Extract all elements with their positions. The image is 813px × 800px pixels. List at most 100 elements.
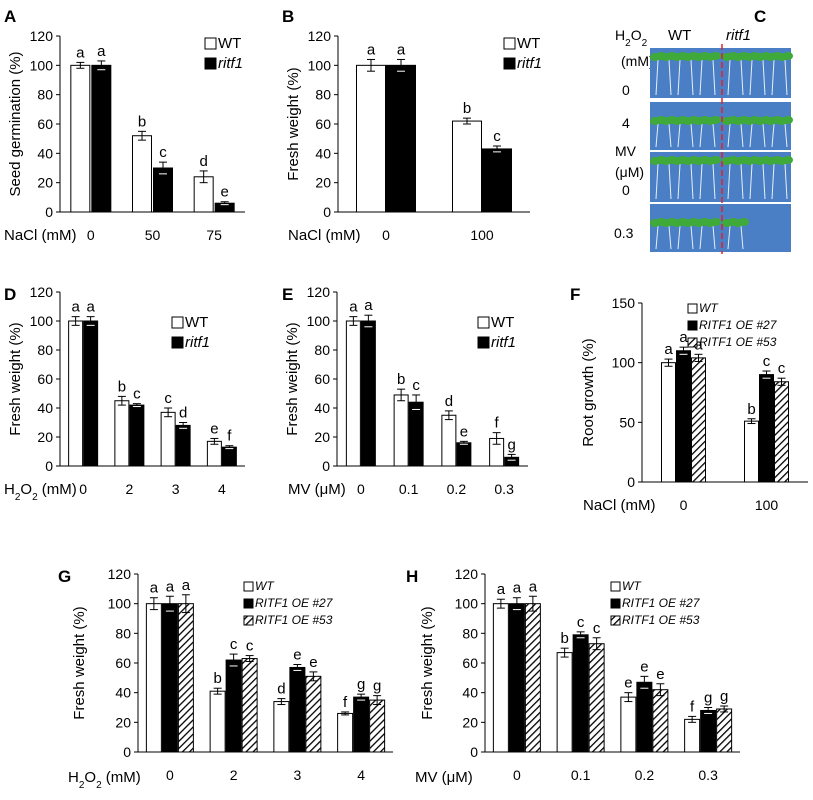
bar <box>360 320 376 467</box>
legend: WT ritf1 <box>204 35 243 72</box>
y-tick-label: 20 <box>462 714 478 730</box>
seedling-root <box>771 59 775 96</box>
seedling-root <box>699 225 703 250</box>
y-tick-label: 0 <box>470 744 478 760</box>
seedling-root <box>740 225 744 250</box>
x-label-part: (mM) <box>38 481 77 498</box>
significance-letter: a <box>367 41 376 58</box>
y-tick-label: 0 <box>45 204 53 220</box>
x-tick-label: 3 <box>293 767 301 783</box>
label-sub-2b: 2 <box>642 38 648 49</box>
significance-letter: g <box>720 688 728 705</box>
seedling-root <box>677 163 681 200</box>
significance-letter: a <box>664 341 673 358</box>
y-tick-label: 120 <box>308 28 332 44</box>
x-tick-label: 100 <box>755 497 779 513</box>
y-tick-label: 60 <box>462 655 478 671</box>
significance-letter: b <box>560 630 568 647</box>
bar <box>759 374 774 483</box>
significance-letter: e <box>309 654 317 671</box>
bar <box>206 440 222 467</box>
y-axis-label: Fresh weight (%) <box>285 67 302 180</box>
y-tick-label: 100 <box>308 57 332 73</box>
bar <box>305 675 322 753</box>
x-tick-label: 3 <box>172 481 180 497</box>
bar <box>209 690 226 753</box>
panel-letter: D <box>4 285 16 304</box>
seedling-root <box>699 163 703 200</box>
significance-letter: c <box>412 377 420 394</box>
legend-swatch <box>610 598 621 609</box>
bar <box>91 64 112 213</box>
photo-level-h2o2-0: 0 <box>622 82 630 98</box>
legend-swatch <box>243 581 254 592</box>
legend-label: WT <box>622 579 642 593</box>
y-tick-label: 60 <box>315 116 331 132</box>
significance-letter: a <box>364 297 373 314</box>
significance-letter: b <box>138 113 146 130</box>
x-label-part: O <box>20 481 32 498</box>
significance-letter: a <box>513 580 522 597</box>
panel-letter: B <box>282 7 294 26</box>
y-tick-label: 60 <box>37 116 53 132</box>
bar <box>774 381 789 483</box>
significance-letter: d <box>179 405 187 422</box>
significance-letter: c <box>133 386 141 403</box>
y-tick-label: 20 <box>315 175 331 191</box>
photo-h2o2-label: H2O2 <box>615 27 648 49</box>
bar <box>132 135 152 213</box>
seedling-leaf <box>783 52 793 60</box>
legend-swatch <box>503 57 516 70</box>
significance-letter: g <box>704 690 712 707</box>
y-tick-label: 100 <box>30 57 54 73</box>
seedling-root <box>727 59 731 96</box>
seedling-leaf <box>739 218 749 226</box>
significance-letter: a <box>349 299 358 316</box>
y-tick-label: 80 <box>314 342 330 358</box>
y-axis-label: Root growth (%) <box>580 338 597 446</box>
photo-strip-1 <box>650 102 793 150</box>
photo-col-ritf1: ritf1 <box>726 27 751 44</box>
significance-letter: e <box>624 675 632 692</box>
y-axis-label: Fresh weight (%) <box>7 322 24 435</box>
significance-letter: f <box>495 415 500 432</box>
x-tick-label: 0.2 <box>447 481 467 497</box>
seedling-leaf <box>711 156 721 164</box>
x-tick-label: 0 <box>166 767 174 783</box>
bar <box>636 681 653 753</box>
bar <box>482 148 512 213</box>
bar <box>744 420 759 483</box>
bar <box>161 603 178 753</box>
y-tick-label: 100 <box>612 355 636 371</box>
significance-letter: a <box>86 299 95 316</box>
significance-letter: g <box>507 436 515 453</box>
significance-letter: b <box>397 371 405 388</box>
legend: WT RITF1 OE #27 RITF1 OE #53 <box>610 579 701 627</box>
y-tick-label: 100 <box>307 313 331 329</box>
y-tick-label: 100 <box>30 313 54 329</box>
bar <box>652 689 669 753</box>
photo-mv-label: MV <box>615 143 637 159</box>
panel-letter: A <box>4 7 16 26</box>
legend-label: WT <box>491 314 514 331</box>
seedling-root <box>762 163 766 200</box>
significance-letter: a <box>497 581 506 598</box>
seedling-root <box>668 163 672 200</box>
legend-label: RITF1 OE #27 <box>622 596 701 610</box>
significance-letter: c <box>164 390 172 407</box>
significance-letter: c <box>493 128 501 145</box>
bar <box>345 320 361 467</box>
legend-label: WT <box>517 35 540 52</box>
seedling-root <box>712 163 716 200</box>
y-tick-label: 150 <box>612 295 636 311</box>
y-tick-label: 0 <box>322 458 330 474</box>
x-tick-label: 0 <box>680 497 688 513</box>
legend-label: ritf1 <box>517 55 542 72</box>
y-tick-label: 40 <box>37 145 53 161</box>
x-tick-label: 4 <box>357 767 365 783</box>
significance-letter: b <box>747 401 755 418</box>
photo-strip-2 <box>650 152 793 202</box>
x-tick-label: 50 <box>145 227 161 243</box>
significance-letter: e <box>460 423 468 440</box>
